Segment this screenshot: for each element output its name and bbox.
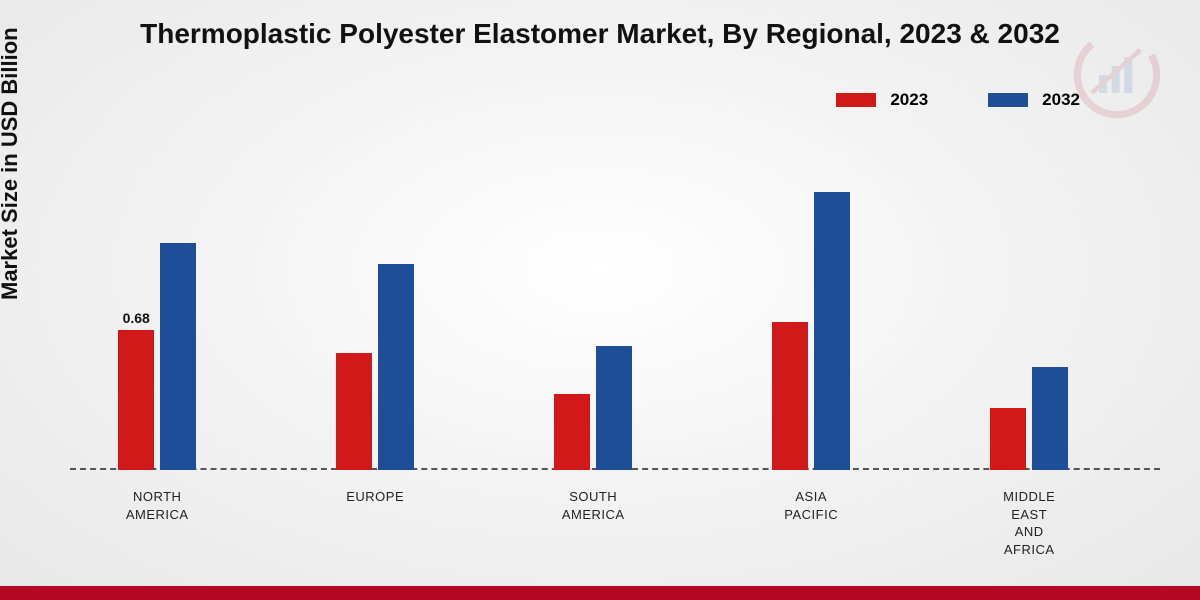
bar-value-label: 0.68 (111, 310, 161, 326)
bar-group (772, 192, 850, 470)
legend-item-2032: 2032 (988, 90, 1080, 110)
bar (814, 192, 850, 470)
bar (990, 408, 1026, 470)
bar-group (336, 264, 414, 470)
bar (772, 322, 808, 470)
x-tick-label: SOUTHAMERICA (533, 488, 653, 523)
x-tick-label: ASIAPACIFIC (751, 488, 871, 523)
legend-item-2023: 2023 (836, 90, 928, 110)
x-tick-label: EUROPE (315, 488, 435, 506)
x-tick-label: NORTHAMERICA (97, 488, 217, 523)
bar-group (554, 346, 632, 470)
bar (378, 264, 414, 470)
legend: 2023 2032 (836, 90, 1080, 110)
bar-group (990, 367, 1068, 470)
footer-accent-bar (0, 586, 1200, 600)
bar (554, 394, 590, 470)
bar (336, 353, 372, 470)
bar (118, 330, 154, 470)
x-axis-labels: NORTHAMERICA EUROPE SOUTHAMERICA ASIAPACIFI… (70, 480, 1160, 600)
legend-label: 2032 (1042, 90, 1080, 110)
legend-swatch-2023 (836, 93, 876, 107)
bar (596, 346, 632, 470)
chart-container: Thermoplastic Polyester Elastomer Market… (0, 0, 1200, 600)
legend-label: 2023 (890, 90, 928, 110)
y-axis-label: Market Size in USD Billion (0, 27, 23, 300)
chart-title: Thermoplastic Polyester Elastomer Market… (0, 18, 1200, 50)
legend-swatch-2032 (988, 93, 1028, 107)
x-tick-label: MIDDLEEASTANDAFRICA (969, 488, 1089, 558)
bar-group (118, 243, 196, 470)
plot-area: 0.68 (70, 140, 1160, 470)
bar (160, 243, 196, 470)
bar (1032, 367, 1068, 470)
